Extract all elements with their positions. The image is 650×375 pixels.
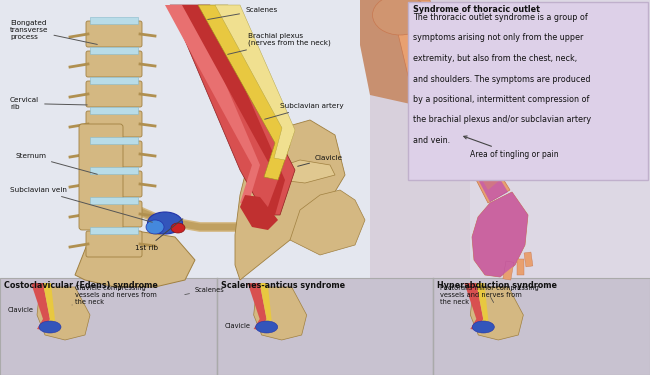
Polygon shape — [259, 283, 272, 330]
Polygon shape — [254, 287, 307, 340]
Bar — [90, 167, 138, 174]
Text: Scalenes-anticus syndrome: Scalenes-anticus syndrome — [220, 281, 344, 290]
Polygon shape — [198, 5, 290, 180]
FancyBboxPatch shape — [86, 201, 142, 227]
Bar — [0, 278, 650, 375]
Polygon shape — [215, 5, 295, 160]
Bar — [90, 107, 138, 114]
Polygon shape — [476, 283, 488, 330]
Ellipse shape — [148, 212, 183, 234]
Polygon shape — [182, 5, 285, 215]
Bar — [90, 47, 138, 54]
Bar — [216, 278, 434, 375]
FancyBboxPatch shape — [408, 2, 648, 180]
Text: Pectoralis minor compressing
vessels and nerves from
the neck: Pectoralis minor compressing vessels and… — [440, 285, 539, 305]
Polygon shape — [37, 287, 90, 340]
FancyBboxPatch shape — [79, 124, 123, 230]
Text: Area of tingling or pain: Area of tingling or pain — [464, 136, 558, 159]
Polygon shape — [360, 0, 430, 105]
Bar — [0, 0, 650, 280]
Polygon shape — [471, 287, 523, 340]
FancyBboxPatch shape — [86, 81, 142, 107]
Text: Clavicle: Clavicle — [225, 323, 251, 329]
FancyBboxPatch shape — [86, 111, 142, 137]
Ellipse shape — [372, 0, 428, 35]
Text: Costoclavicular (Edens) syndrome: Costoclavicular (Edens) syndrome — [4, 281, 158, 290]
Polygon shape — [290, 190, 365, 255]
Ellipse shape — [171, 223, 185, 233]
Polygon shape — [464, 283, 484, 330]
Text: Clavicle: Clavicle — [298, 155, 343, 166]
FancyBboxPatch shape — [86, 51, 142, 77]
Bar — [90, 227, 138, 234]
Text: extremity, but also from the chest, neck,: extremity, but also from the chest, neck… — [413, 54, 577, 63]
Polygon shape — [170, 5, 295, 215]
Polygon shape — [472, 192, 528, 277]
Text: 1st rib: 1st rib — [135, 219, 183, 251]
Text: Syndrome of thoracic outlet: Syndrome of thoracic outlet — [413, 5, 540, 14]
Bar — [90, 197, 138, 204]
Text: by a positional, intermittent compression of: by a positional, intermittent compressio… — [413, 95, 590, 104]
Bar — [0, 278, 216, 375]
Bar — [503, 261, 514, 280]
Polygon shape — [248, 283, 266, 330]
Bar — [517, 259, 524, 275]
FancyBboxPatch shape — [86, 231, 142, 257]
Polygon shape — [432, 93, 508, 202]
Bar — [90, 77, 138, 84]
Text: Brachial plexus
(nerves from the neck): Brachial plexus (nerves from the neck) — [227, 33, 331, 54]
Text: and shoulders. The symptoms are produced: and shoulders. The symptoms are produced — [413, 75, 590, 84]
Ellipse shape — [255, 321, 278, 333]
Polygon shape — [390, 0, 445, 105]
Bar — [524, 252, 533, 267]
Bar — [434, 278, 650, 375]
Text: Clavicle: Clavicle — [8, 307, 34, 313]
Polygon shape — [240, 195, 278, 230]
Polygon shape — [75, 230, 195, 287]
Text: the brachial plexus and/or subclavian artery: the brachial plexus and/or subclavian ar… — [413, 116, 591, 124]
Polygon shape — [430, 90, 510, 203]
FancyBboxPatch shape — [86, 141, 142, 167]
Bar — [370, 0, 470, 279]
Bar — [90, 17, 138, 24]
Text: The throracic outlet syndrome is a group of: The throracic outlet syndrome is a group… — [413, 13, 588, 22]
FancyBboxPatch shape — [86, 171, 142, 197]
Ellipse shape — [39, 321, 61, 333]
Text: symptoms arising not only from the upper: symptoms arising not only from the upper — [413, 33, 584, 42]
Text: and vein.: and vein. — [413, 136, 450, 145]
Polygon shape — [270, 160, 335, 183]
Text: Sternum: Sternum — [15, 153, 98, 174]
Ellipse shape — [473, 321, 495, 333]
Text: Elongated
transverse
process: Elongated transverse process — [10, 20, 98, 44]
Polygon shape — [235, 120, 345, 280]
Text: Hyperabduction syndrome: Hyperabduction syndrome — [437, 281, 557, 290]
Polygon shape — [43, 283, 55, 330]
Bar — [0, 0, 380, 285]
Text: Cervical
rib: Cervical rib — [10, 97, 87, 110]
Ellipse shape — [146, 220, 164, 234]
Text: Subclavian vein: Subclavian vein — [10, 187, 152, 222]
Polygon shape — [440, 107, 500, 190]
Polygon shape — [165, 5, 260, 205]
Polygon shape — [31, 283, 50, 330]
Text: Clavicle compressing
vessels and nerves from
the neck: Clavicle compressing vessels and nerves … — [72, 285, 157, 305]
FancyBboxPatch shape — [86, 21, 142, 47]
Text: Scalenes: Scalenes — [185, 287, 225, 294]
Bar — [90, 137, 138, 144]
Polygon shape — [472, 192, 528, 277]
Text: Scalenes: Scalenes — [208, 7, 278, 20]
Text: Subclavian artery: Subclavian artery — [265, 103, 344, 119]
